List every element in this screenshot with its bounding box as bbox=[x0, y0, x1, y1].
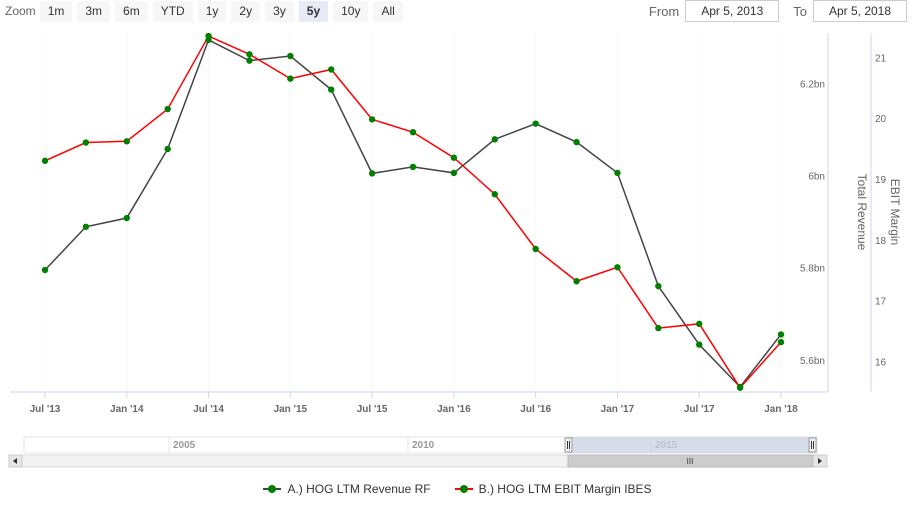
x-tick-label: Jan '14 bbox=[110, 404, 144, 415]
data-point-revenue bbox=[614, 169, 621, 177]
data-point-ebit bbox=[696, 320, 703, 328]
date-range: From To bbox=[643, 0, 915, 22]
zoom-button-all[interactable]: All bbox=[373, 0, 403, 22]
data-point-revenue bbox=[409, 163, 417, 171]
data-point-ebit bbox=[614, 264, 621, 271]
data-point-ebit bbox=[328, 66, 335, 73]
zoom-button-6m[interactable]: 6m bbox=[115, 0, 148, 22]
data-point-revenue bbox=[164, 145, 171, 153]
revenue-tick-label: 5.8bn bbox=[800, 264, 825, 275]
x-tick-label: Jan '17 bbox=[601, 404, 635, 415]
ebit-tick-label: 20 bbox=[875, 114, 887, 125]
data-point-ebit bbox=[205, 32, 212, 40]
data-point-revenue bbox=[41, 266, 49, 274]
data-point-revenue bbox=[123, 214, 130, 222]
data-point-ebit bbox=[655, 324, 662, 332]
data-point-revenue bbox=[368, 170, 376, 177]
legend-label-ebit: B.) HOG LTM EBIT Margin IBES bbox=[478, 482, 652, 496]
data-point-revenue bbox=[573, 138, 580, 146]
legend-label-revenue: A.) HOG LTM Revenue RF bbox=[287, 482, 431, 496]
zoom-button-ytd[interactable]: YTD bbox=[152, 0, 193, 22]
x-tick-label: Jan '18 bbox=[764, 404, 798, 415]
to-label: To bbox=[793, 3, 807, 19]
data-point-ebit bbox=[82, 139, 90, 146]
legend: A.) HOG LTM Revenue RF B.) HOG LTM EBIT … bbox=[0, 482, 915, 496]
revenue-axis-title: Total Revenue bbox=[855, 174, 869, 251]
scrollbar-right-arrow-icon bbox=[818, 458, 822, 464]
data-point-revenue bbox=[82, 223, 90, 230]
data-point-revenue bbox=[328, 86, 335, 93]
ebit-tick-label: 17 bbox=[875, 297, 887, 308]
data-point-ebit bbox=[450, 154, 458, 161]
zoom-button-1y[interactable]: 1y bbox=[197, 0, 227, 22]
zoom-button-10y[interactable]: 10y bbox=[333, 0, 369, 22]
x-tick-label: Jul '17 bbox=[684, 404, 715, 415]
legend-symbol-revenue bbox=[263, 484, 282, 494]
ebit-tick-label: 18 bbox=[875, 236, 887, 247]
zoom-button-1m[interactable]: 1m bbox=[39, 0, 73, 22]
x-tick-label: Jul '16 bbox=[520, 404, 551, 415]
navigator-label: 2010 bbox=[412, 440, 435, 451]
revenue-tick-label: 6.2bn bbox=[800, 80, 825, 91]
navigator-label: 2005 bbox=[173, 440, 196, 451]
navigator-handle bbox=[808, 437, 817, 453]
data-point-ebit bbox=[123, 138, 130, 145]
data-point-revenue bbox=[532, 120, 539, 127]
legend-symbol-ebit bbox=[454, 484, 473, 494]
scrollbar-thumb bbox=[567, 454, 814, 468]
scrollbar-grip: III bbox=[687, 457, 694, 466]
ebit-axis-title: EBIT Margin bbox=[888, 179, 902, 245]
data-point-revenue bbox=[777, 331, 785, 338]
ebit-tick-label: 19 bbox=[875, 175, 887, 186]
x-tick-label: Jul '13 bbox=[30, 404, 61, 415]
scrollbar-left-arrow-icon bbox=[13, 458, 17, 464]
from-label: From bbox=[648, 3, 680, 19]
ebit-tick-label: 21 bbox=[875, 53, 887, 64]
data-point-ebit bbox=[491, 191, 498, 198]
x-tick-label: Jul '15 bbox=[357, 404, 388, 415]
legend-item-ebit[interactable]: B.) HOG LTM EBIT Margin IBES bbox=[454, 482, 652, 496]
zoom-button-3y[interactable]: 3y bbox=[265, 0, 294, 22]
legend-item-revenue[interactable]: A.) HOG LTM Revenue RF bbox=[263, 482, 431, 496]
revenue-tick-label: 6bn bbox=[808, 172, 825, 183]
data-point-ebit bbox=[246, 51, 253, 58]
data-point-revenue bbox=[696, 341, 703, 348]
zoom-button-3m[interactable]: 3m bbox=[77, 0, 111, 22]
navigator-selected-range bbox=[568, 437, 813, 453]
data-point-ebit bbox=[409, 128, 417, 136]
data-point-ebit bbox=[777, 338, 785, 346]
zoom-button-2y[interactable]: 2y bbox=[231, 0, 261, 22]
data-point-revenue bbox=[246, 57, 253, 64]
data-point-ebit bbox=[532, 245, 539, 253]
data-point-ebit bbox=[573, 278, 580, 285]
zoom-selector: Zoom 1m 3m 6m YTD 1y 2y 3y 5y 10y All bbox=[0, 0, 408, 22]
zoom-button-5y[interactable]: 5y bbox=[298, 0, 329, 22]
revenue-tick-label: 5.6bn bbox=[800, 356, 825, 367]
from-date-input[interactable] bbox=[685, 0, 780, 22]
data-point-ebit bbox=[736, 384, 744, 391]
x-tick-label: Jan '16 bbox=[437, 404, 471, 415]
data-point-ebit bbox=[368, 116, 376, 123]
x-tick-label: Jan '15 bbox=[274, 404, 308, 415]
to-date-input[interactable] bbox=[813, 0, 907, 22]
data-point-revenue bbox=[491, 136, 498, 143]
navigator-handle bbox=[564, 437, 573, 453]
data-point-revenue bbox=[655, 282, 662, 290]
data-point-revenue bbox=[287, 52, 294, 60]
ebit-tick-label: 16 bbox=[875, 358, 887, 369]
data-point-ebit bbox=[41, 157, 49, 164]
series-line-ebit bbox=[44, 35, 782, 389]
x-tick-label: Jul '14 bbox=[193, 404, 224, 415]
data-point-ebit bbox=[287, 75, 294, 82]
zoom-label: Zoom bbox=[5, 4, 36, 18]
data-point-ebit bbox=[164, 105, 171, 113]
series-line-revenue bbox=[44, 38, 782, 389]
data-point-revenue bbox=[450, 169, 458, 177]
